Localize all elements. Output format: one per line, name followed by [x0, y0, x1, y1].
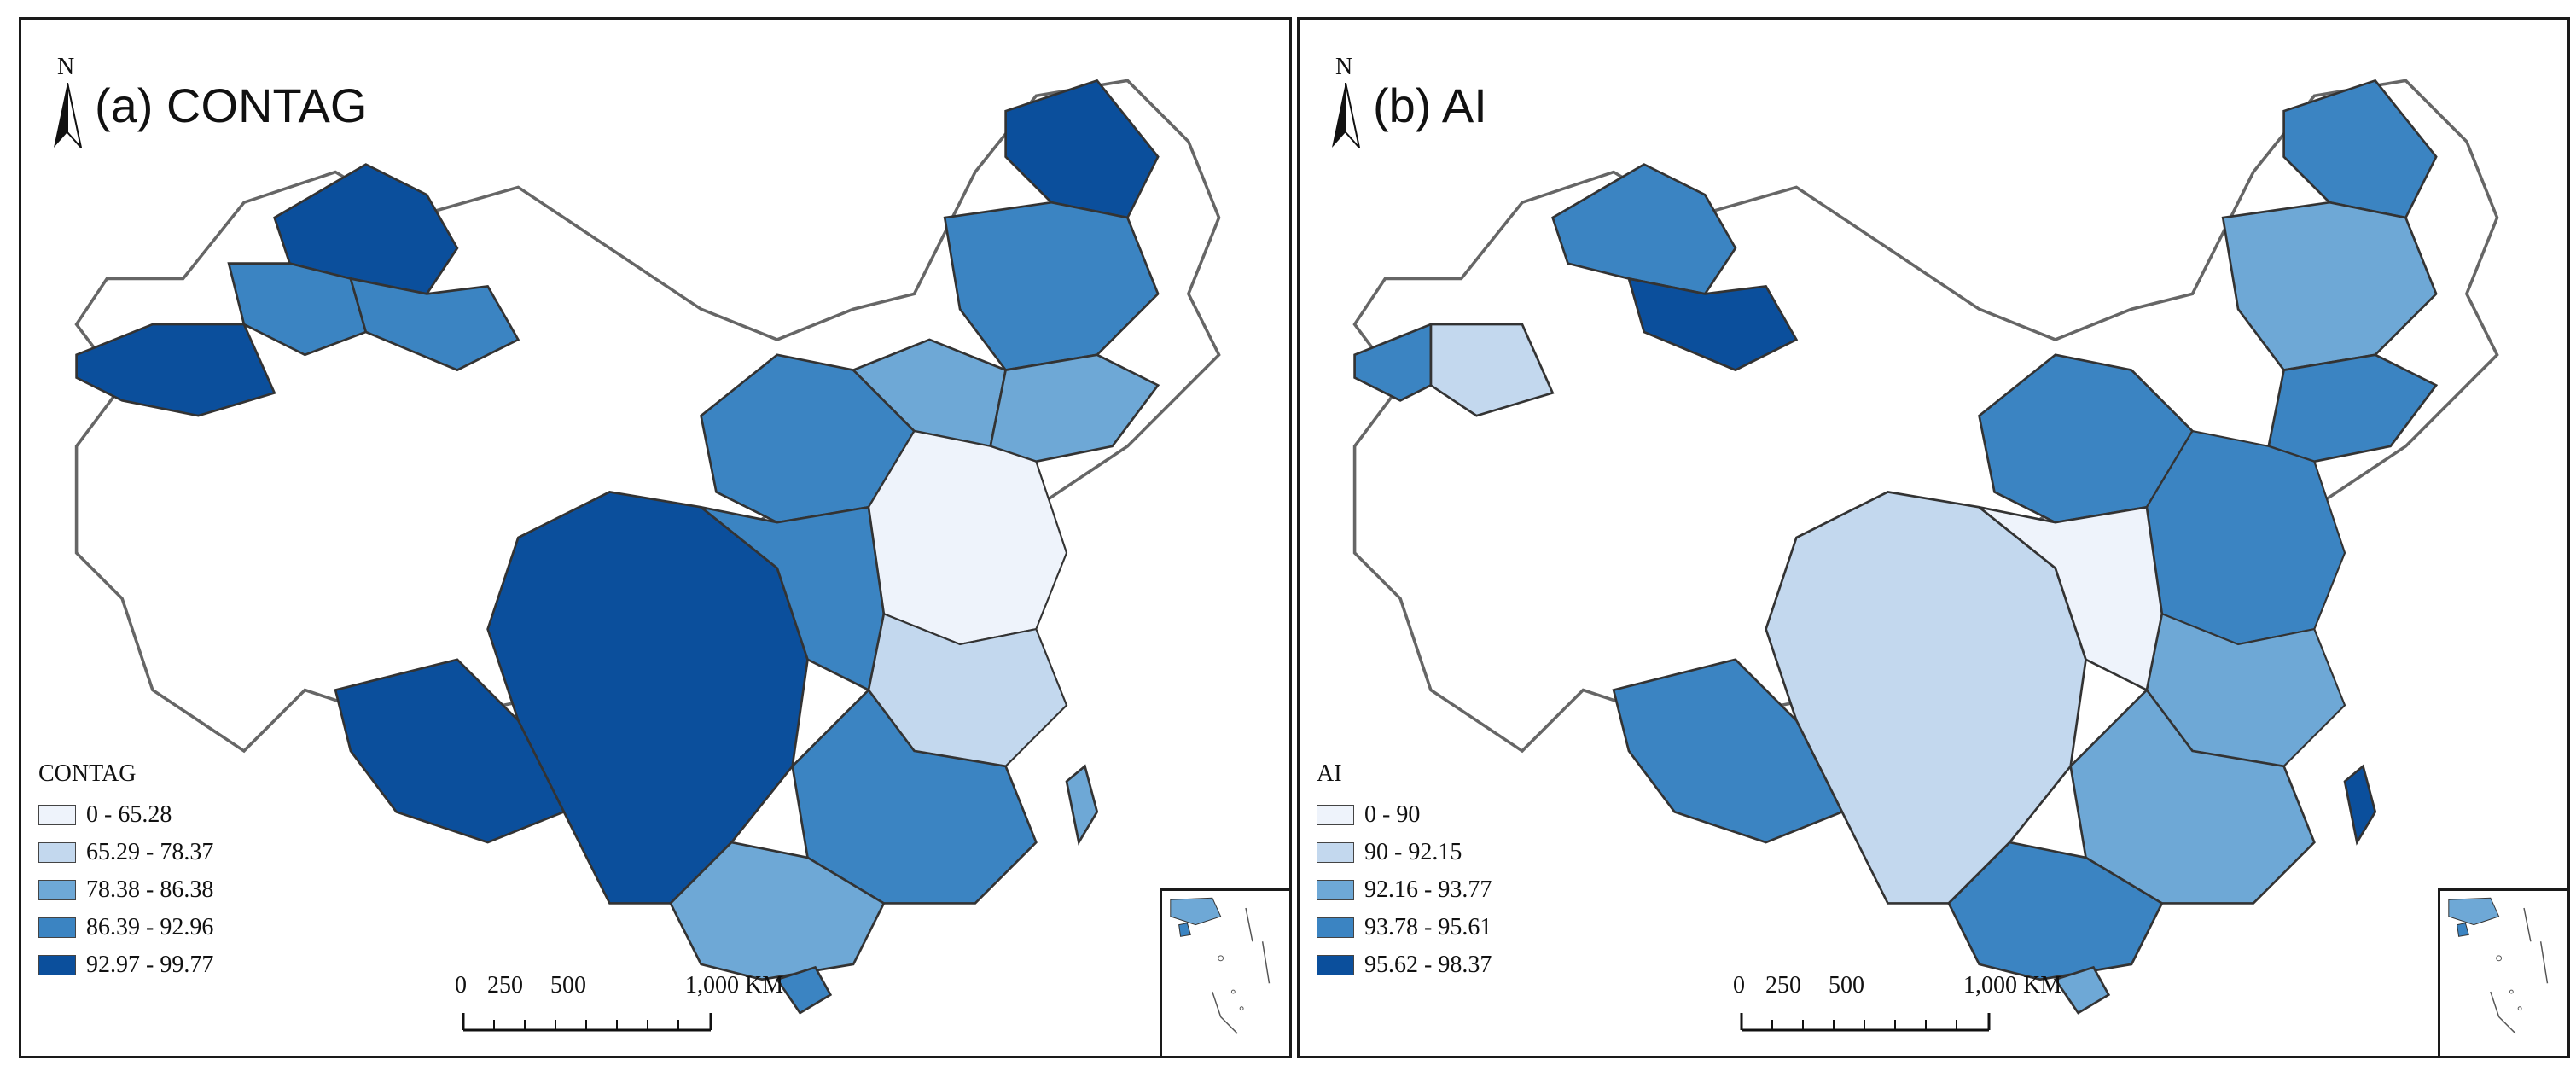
region-nw-4: [1353, 323, 1433, 402]
scale-bar-graphic: [1740, 1013, 1991, 1032]
scale-label: 1,000 KM: [1963, 972, 2062, 998]
taiwan: [2343, 764, 2377, 846]
legend-item: 93.78 - 95.61: [1317, 909, 1598, 946]
legend-item: 92.16 - 93.77: [1317, 871, 1598, 909]
region-ne-2: [943, 201, 1160, 372]
scale-label: 0: [1733, 972, 1745, 998]
legend-item: 0 - 90: [1317, 796, 1598, 834]
legend-swatch: [1317, 880, 1354, 900]
china-map-contag: [74, 79, 1221, 1015]
scale-label: 250: [487, 972, 523, 998]
region-nw-1: [1551, 163, 1737, 295]
legend-label: 90 - 92.15: [1364, 839, 1462, 865]
south-china-sea-inset: [2438, 888, 2567, 1056]
panel-title: (b) AI: [1373, 79, 1487, 132]
legend-item: 95.62 - 98.37: [1317, 946, 1598, 984]
legend-label: 95.62 - 98.37: [1364, 952, 1492, 978]
scale-label: 1,000 KM: [685, 972, 784, 998]
legend-label: 0 - 90: [1364, 801, 1421, 828]
region-s-2: [669, 841, 886, 981]
inset-map: [1170, 897, 1271, 1034]
legend-item: 65.29 - 78.37: [38, 834, 320, 871]
scale-label: 500: [550, 972, 586, 998]
legend-label: 86.39 - 92.96: [86, 914, 214, 940]
region-s-2: [1947, 841, 2164, 981]
legend-title: CONTAG: [38, 760, 137, 787]
legend: CONTAG 0 - 65.28 65.29 - 78.37 78.38 - 8…: [38, 760, 320, 984]
scale-label: 0: [455, 972, 467, 998]
scale-bar: 0 250 500 1,000 KM: [1733, 972, 2061, 1049]
scale-label: 250: [1765, 972, 1801, 998]
legend-item: 78.38 - 86.38: [38, 871, 320, 909]
region-ne-2: [2221, 201, 2438, 372]
legend-swatch: [1317, 842, 1354, 863]
legend-swatch: [1317, 955, 1354, 975]
region-sw-1: [1612, 658, 1844, 844]
legend-swatch: [38, 842, 76, 863]
region-nw-4: [75, 323, 276, 417]
legend-swatch: [1317, 917, 1354, 938]
north-label: N: [57, 54, 75, 80]
legend-item: 92.97 - 99.77: [38, 946, 320, 984]
legend-label: 92.16 - 93.77: [1364, 876, 1492, 903]
legend-label: 65.29 - 78.37: [86, 839, 214, 865]
map-panel-ai: N (b) AI AI 0 - 90 90 - 92.15 92.16 - 93…: [1297, 17, 2570, 1058]
region-nw-2: [1627, 277, 1799, 372]
north-arrow: N: [47, 54, 84, 148]
scale-bar-graphic: [462, 1013, 712, 1032]
region-c-2: [1978, 505, 2164, 692]
taiwan: [1065, 764, 1099, 846]
region-e-1: [2145, 429, 2346, 646]
legend-swatch: [1317, 805, 1354, 825]
scale-label: 500: [1829, 972, 1864, 998]
legend-label: 0 - 65.28: [86, 801, 172, 828]
legend-item: 86.39 - 92.96: [38, 909, 320, 946]
legend-item: 90 - 92.15: [1317, 834, 1598, 871]
legend-item: 0 - 65.28: [38, 796, 320, 834]
inset-map: [2448, 897, 2549, 1034]
north-arrow-icon: [54, 83, 83, 148]
legend-title: AI: [1317, 760, 1342, 787]
south-china-sea-inset: [1160, 888, 1289, 1056]
north-arrow-icon: [1332, 83, 1361, 148]
legend-swatch: [38, 917, 76, 938]
legend-swatch: [38, 955, 76, 975]
legend-label: 78.38 - 86.38: [86, 876, 214, 903]
hainan: [2053, 965, 2111, 1015]
map-panel-contag: N (a) CONTAG CONTAG 0 - 65.28 65.29 - 78…: [19, 17, 1292, 1058]
legend-label: 92.97 - 99.77: [86, 952, 214, 978]
legend-label: 93.78 - 95.61: [1364, 914, 1492, 940]
north-arrow: N: [1325, 54, 1363, 148]
china-map-ai: [1352, 79, 2499, 1015]
region-nw-3: [349, 277, 520, 372]
region-c-1: [700, 505, 886, 692]
panel-title: (a) CONTAG: [95, 79, 368, 132]
hainan: [775, 965, 833, 1015]
scale-bar: 0 250 500 1,000 KM: [455, 972, 783, 1049]
legend-swatch: [38, 880, 76, 900]
legend: AI 0 - 90 90 - 92.15 92.16 - 93.77 93.78…: [1317, 760, 1598, 984]
region-e-1: [867, 429, 1068, 646]
legend-swatch: [38, 805, 76, 825]
north-label: N: [1335, 54, 1353, 80]
region-sw-2: [334, 658, 566, 844]
